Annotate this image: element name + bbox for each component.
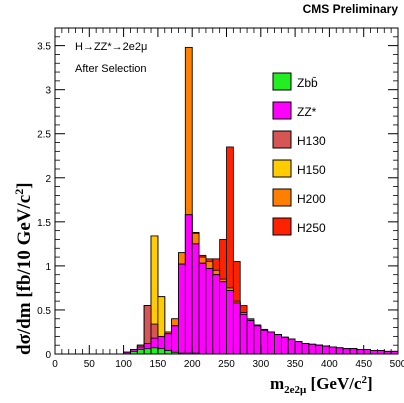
y-tick-label: 0 <box>45 350 51 361</box>
bar-zz-420 <box>342 348 351 355</box>
x-tick-label: 250 <box>218 359 235 370</box>
x-tick-label: 50 <box>84 359 96 370</box>
bar-zz-210 <box>198 262 207 355</box>
bar-zz-440 <box>356 349 365 355</box>
x-tick-label: 100 <box>115 359 132 370</box>
y-axis-title-main: dσ/dm [fb/10 GeV/c <box>14 195 35 355</box>
x-axis-title-end: ] <box>367 374 373 393</box>
legend-swatch-zz <box>272 101 292 120</box>
bar-zz-340 <box>287 338 296 355</box>
x-tick-label: 300 <box>252 359 269 370</box>
x-axis-title-subscript: 2e2μ <box>284 384 307 396</box>
bar-zz-410 <box>335 347 344 355</box>
bar-zz-200 <box>191 243 200 355</box>
x-tick-label: 200 <box>184 359 201 370</box>
x-axis-title-superscript: 2 <box>362 374 368 386</box>
x-tick-label: 0 <box>52 359 58 370</box>
x-tick-label: 350 <box>287 359 304 370</box>
bar-zz-190 <box>184 214 193 355</box>
bar-zz-320 <box>274 334 282 355</box>
y-axis-title-end: ] <box>14 182 35 188</box>
bar-zz-240 <box>219 281 227 355</box>
bar-zz-390 <box>322 345 330 355</box>
legend-swatch-h250 <box>272 217 292 236</box>
legend-label-h150: H150 <box>297 163 326 177</box>
x-axis-title: m2e2μ [GeV/c2] <box>270 374 373 396</box>
bar-zz-260 <box>232 302 241 355</box>
legend-swatch-h150 <box>272 159 292 178</box>
x-axis-title-unit: [GeV/c <box>306 374 362 393</box>
x-tick-label: 450 <box>355 359 372 370</box>
bar-zz-430 <box>349 348 358 355</box>
bar-zz-230 <box>212 274 221 355</box>
y-tick-label: 2.5 <box>37 130 51 141</box>
legend-label-zbb: Zbb̄ <box>297 76 318 90</box>
bar-zz-460 <box>370 350 378 355</box>
bar-zz-310 <box>267 331 275 355</box>
process-annotation: H→ZZ*→2e2μ <box>75 41 147 53</box>
bar-zbb-140 <box>150 347 159 355</box>
x-axis-title-main: m <box>270 374 284 393</box>
bar-zz-470 <box>377 350 385 355</box>
bar-zz-280 <box>246 320 255 355</box>
bar-zz-350 <box>294 341 303 355</box>
y-tick-label: 1 <box>45 262 51 273</box>
legend-label-h250: H250 <box>297 221 326 235</box>
x-tick-label: 500 <box>390 359 404 370</box>
bar-zbb-130 <box>143 348 152 355</box>
legend-label-h130: H130 <box>297 134 326 148</box>
bar-zbb-150 <box>157 348 166 355</box>
x-tick-label: 400 <box>321 359 338 370</box>
y-tick-label: 1.5 <box>37 218 51 229</box>
y-axis-title-superscript: 2 <box>12 189 26 195</box>
bar-zz-380 <box>315 344 323 355</box>
bar-zz-220 <box>205 268 214 355</box>
bar-zz-170 <box>171 325 179 355</box>
bar-zz-450 <box>363 349 371 355</box>
axis-tick-labels: 0 50 100 150 200 250 300 350 400 450 500 0 0.5 1 1.5 2 2… <box>37 42 404 370</box>
bar-zz-400 <box>328 346 337 355</box>
bar-zz-290 <box>253 325 262 355</box>
bar-zz-370 <box>308 343 317 355</box>
x-tick-label: 150 <box>150 359 167 370</box>
bar-zz-360 <box>301 343 310 355</box>
bar-zz-300 <box>260 329 269 355</box>
bar-zz-180 <box>178 263 186 355</box>
y-tick-label: 2 <box>45 174 51 185</box>
legend-swatch-zbb <box>272 72 292 91</box>
y-tick-label: 3.5 <box>37 42 51 53</box>
bar-zbb-120 <box>136 349 145 355</box>
y-tick-label: 0.5 <box>37 306 51 317</box>
bar-zz-270 <box>239 313 248 355</box>
y-tick-label: 3 <box>45 86 51 97</box>
legend-label-zz: ZZ* <box>297 105 317 119</box>
legend-swatch-h200 <box>272 188 292 207</box>
bar-zz-250 <box>226 290 234 355</box>
selection-annotation: After Selection <box>75 63 147 75</box>
y-axis-title: dσ/dm [fb/10 GeV/c2] <box>12 182 35 355</box>
legend-swatch-h130 <box>272 130 292 149</box>
legend-label-h200: H200 <box>297 192 326 206</box>
chart-legend: Zbb̄ ZZ* H130 H150 H200 H250 <box>272 72 326 236</box>
bar-zz-330 <box>280 336 289 355</box>
cms-preliminary-label: CMS Preliminary <box>303 2 399 16</box>
axis-ticks <box>54 27 399 355</box>
bar-zbb-160 <box>164 350 173 355</box>
